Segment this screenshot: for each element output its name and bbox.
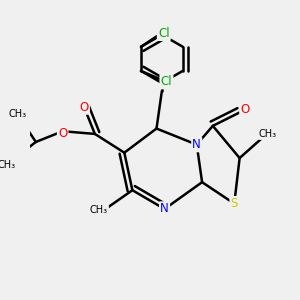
Text: O: O <box>58 128 67 140</box>
Text: N: N <box>160 202 169 215</box>
Text: Cl: Cl <box>158 27 170 40</box>
Text: CH₃: CH₃ <box>90 205 108 215</box>
Text: N: N <box>192 138 201 151</box>
Text: S: S <box>231 197 238 210</box>
Text: O: O <box>240 103 250 116</box>
Text: Cl: Cl <box>160 75 172 88</box>
Text: O: O <box>80 100 89 114</box>
Text: CH₃: CH₃ <box>8 109 26 119</box>
Text: CH₃: CH₃ <box>259 129 277 139</box>
Text: CH₃: CH₃ <box>0 160 15 170</box>
